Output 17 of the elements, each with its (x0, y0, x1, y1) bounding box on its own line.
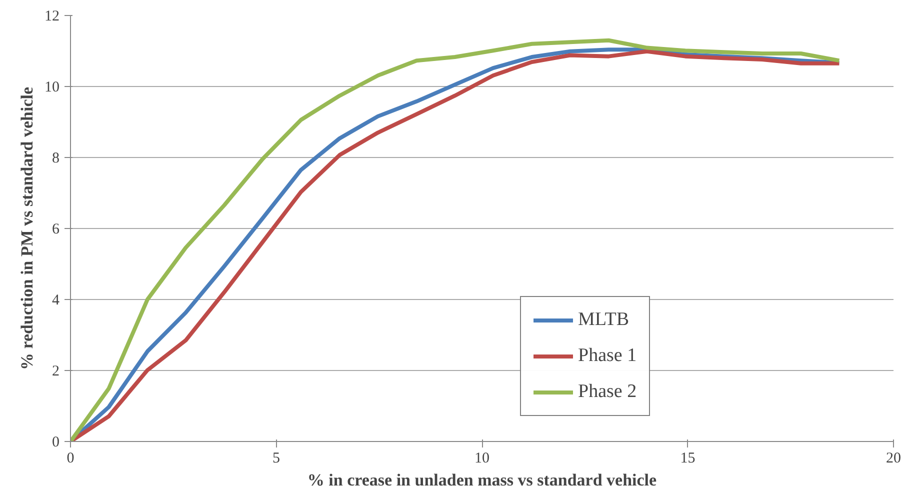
y-tick-label: 0 (52, 434, 60, 450)
x-axis-title: % in crease in unladen mass vs standard vehicle (307, 470, 658, 490)
x-tick-label: 10 (474, 450, 490, 466)
x-tick-label: 5 (272, 450, 280, 466)
y-axis-title: % reduction in PM vs standard vehicle (18, 86, 36, 370)
y-tick-label: 4 (52, 292, 60, 308)
legend-label: Phase 1 (578, 345, 637, 367)
x-tick-label: 0 (66, 450, 74, 466)
y-tick-label: 8 (52, 150, 60, 166)
legend-label: MLTB (578, 309, 630, 331)
y-tick-label: 2 (52, 364, 60, 380)
x-tick-label: 20 (886, 450, 901, 466)
legend-label: Phase 2 (578, 381, 637, 403)
y-tick-label: 12 (44, 8, 60, 24)
x-tick-label: 15 (680, 450, 696, 466)
y-tick-label: 6 (52, 222, 60, 238)
y-tick-label: 10 (44, 80, 60, 96)
